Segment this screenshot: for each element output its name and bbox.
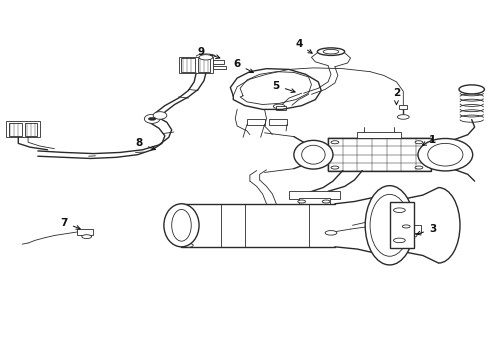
Ellipse shape bbox=[418, 139, 473, 171]
Ellipse shape bbox=[172, 210, 191, 241]
Text: 8: 8 bbox=[136, 138, 155, 150]
Text: 3: 3 bbox=[417, 224, 436, 235]
Ellipse shape bbox=[428, 143, 463, 166]
Bar bbox=[357, 132, 401, 139]
Bar bbox=[276, 105, 286, 110]
Circle shape bbox=[298, 200, 306, 203]
Circle shape bbox=[331, 166, 339, 169]
Bar bbox=[178, 57, 213, 73]
Ellipse shape bbox=[323, 49, 339, 54]
Bar bbox=[289, 190, 340, 199]
Bar bbox=[247, 119, 265, 125]
Text: 2: 2 bbox=[393, 88, 400, 104]
Circle shape bbox=[273, 104, 285, 109]
Circle shape bbox=[393, 208, 405, 212]
Bar bbox=[390, 202, 414, 248]
Bar bbox=[299, 198, 330, 204]
Ellipse shape bbox=[294, 140, 333, 169]
Ellipse shape bbox=[302, 145, 325, 164]
Ellipse shape bbox=[145, 114, 160, 123]
Bar bbox=[5, 121, 40, 138]
Bar bbox=[213, 66, 226, 69]
Circle shape bbox=[82, 235, 92, 239]
Ellipse shape bbox=[153, 112, 167, 119]
Bar bbox=[399, 105, 407, 109]
Ellipse shape bbox=[318, 48, 344, 55]
Text: 1: 1 bbox=[422, 135, 436, 145]
Bar bbox=[181, 58, 195, 72]
Circle shape bbox=[325, 231, 337, 235]
Bar bbox=[77, 229, 93, 235]
Ellipse shape bbox=[164, 204, 199, 247]
Text: 7: 7 bbox=[61, 218, 80, 229]
Circle shape bbox=[415, 166, 423, 169]
Circle shape bbox=[397, 115, 409, 119]
Circle shape bbox=[322, 200, 330, 203]
Text: 6: 6 bbox=[234, 59, 253, 72]
Bar bbox=[328, 139, 431, 171]
Bar bbox=[403, 225, 421, 233]
Bar bbox=[25, 123, 37, 136]
Ellipse shape bbox=[459, 85, 485, 94]
Circle shape bbox=[393, 238, 405, 243]
Bar bbox=[213, 60, 224, 64]
Text: 4: 4 bbox=[295, 39, 312, 53]
Text: 5: 5 bbox=[272, 81, 295, 93]
Circle shape bbox=[199, 55, 213, 60]
Circle shape bbox=[331, 141, 339, 144]
Circle shape bbox=[407, 234, 417, 237]
Circle shape bbox=[183, 243, 193, 247]
Ellipse shape bbox=[365, 186, 414, 265]
Ellipse shape bbox=[370, 194, 409, 256]
Text: 9: 9 bbox=[197, 47, 220, 59]
Bar bbox=[8, 123, 22, 136]
Bar bbox=[270, 119, 287, 125]
Circle shape bbox=[415, 141, 423, 144]
Bar bbox=[198, 58, 210, 72]
Circle shape bbox=[148, 117, 156, 120]
Circle shape bbox=[402, 225, 410, 228]
